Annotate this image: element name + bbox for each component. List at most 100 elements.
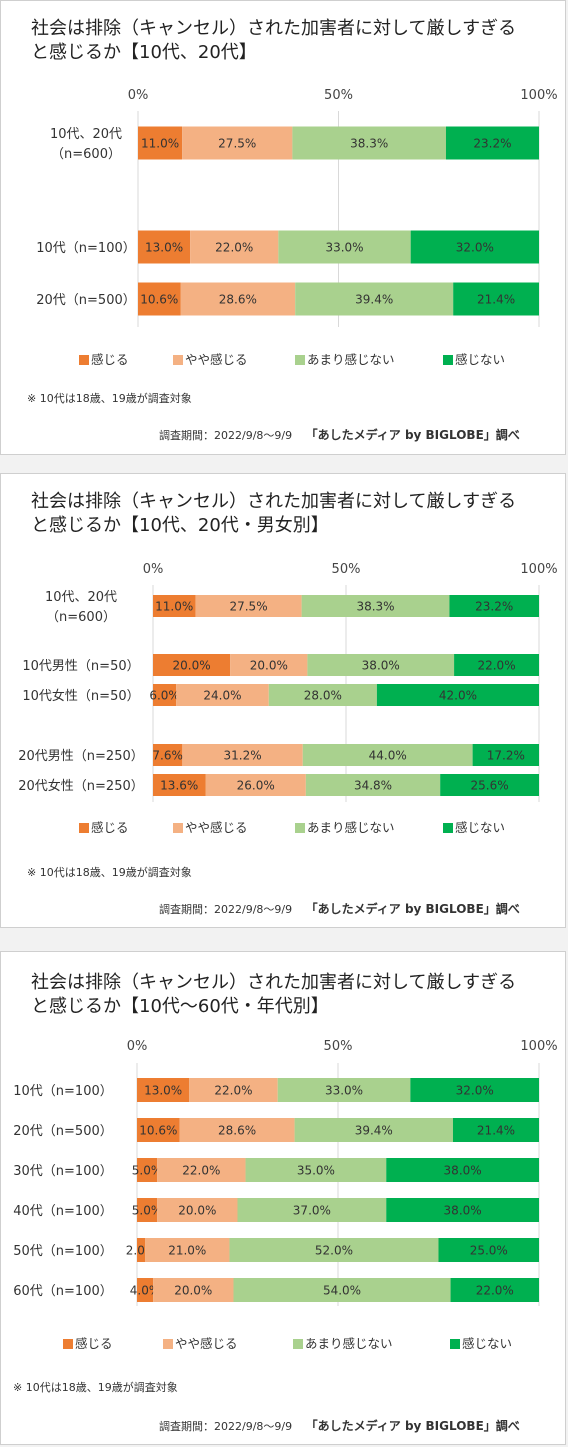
bar-segment (245, 1158, 387, 1182)
bar-segment (449, 595, 539, 617)
bar-segment (138, 126, 183, 160)
bar-segment (180, 282, 296, 316)
data-label: 4.0% (130, 1284, 161, 1298)
data-label: 34.8% (354, 779, 392, 793)
category-label: 10代女性（n=50） (22, 688, 139, 704)
data-label: 44.0% (369, 749, 407, 763)
x-tick-label: 0% (143, 562, 164, 577)
legend-label: やや感じる (175, 1336, 238, 1351)
bar-segment (268, 684, 377, 706)
data-label: 20.0% (174, 1284, 212, 1298)
bar-segment (386, 1158, 539, 1182)
data-label: 17.2% (487, 749, 525, 763)
survey-period: 調査期間：2022/9/8〜9/9 (159, 903, 293, 916)
chart-title-line2: と感じるか【10代、20代】 (31, 42, 257, 63)
legend-swatch (450, 1339, 460, 1349)
x-tick-label: 100% (520, 1039, 557, 1054)
bar-segment (137, 1158, 158, 1182)
chart-legend: 感じる やや感じる あまり感じない 感じない (1, 817, 567, 836)
legend-label: 感じない (455, 820, 506, 835)
survey-credit: 調査期間：2022/9/8〜9/9 「あしたメディア by BIGLOBE」調べ (159, 900, 520, 917)
bar-segment (153, 595, 196, 617)
legend-label: あまり感じない (307, 352, 395, 367)
survey-source: 「あしたメディア by BIGLOBE」調べ (305, 428, 520, 442)
bar-segment (410, 230, 539, 264)
data-label: 20.0% (178, 1204, 216, 1218)
bar-segment (182, 126, 293, 160)
legend-label: 感じない (462, 1336, 513, 1351)
legend-label: 感じる (75, 1336, 113, 1351)
bar-segment (137, 1118, 180, 1142)
category-label: 40代（n=100） (13, 1204, 113, 1219)
data-label: 23.2% (473, 137, 511, 151)
data-label: 27.5% (218, 137, 256, 151)
category-label: 20代（n=500） (13, 1124, 113, 1139)
legend-item: 感じない (443, 817, 505, 836)
data-label: 37.0% (293, 1204, 331, 1218)
legend-swatch (63, 1339, 73, 1349)
bar-segment (301, 595, 450, 617)
bar-segment (145, 1238, 230, 1262)
chart-title-line1: 社会は排除（キャンセル）された加害者に対して厳しすぎる (31, 972, 517, 993)
category-label: 30代（n=100） (13, 1164, 113, 1179)
data-label: 22.0% (477, 659, 515, 673)
legend-swatch (79, 823, 89, 833)
x-tick-label: 0% (127, 1039, 148, 1054)
data-label: 54.0% (323, 1284, 361, 1298)
legend-item: 感じる (63, 1333, 113, 1352)
bar-segment (237, 1198, 387, 1222)
bar-segment (189, 1078, 278, 1102)
legend-swatch (79, 355, 89, 365)
bar-segment (438, 1238, 539, 1262)
bar-segment (305, 774, 441, 796)
legend-item: やや感じる (163, 1333, 238, 1352)
chart-legend: 感じる やや感じる あまり感じない 感じない (1, 1333, 567, 1352)
data-label: 38.3% (350, 137, 388, 151)
category-label: 10代男性（n=50） (22, 659, 139, 674)
legend-item: あまり感じない (295, 817, 395, 836)
category-label: （n=600） (51, 147, 121, 162)
data-label: 22.0% (476, 1284, 514, 1298)
data-label: 13.6% (160, 779, 198, 793)
category-label: 10代（n=100） (13, 1084, 113, 1099)
data-label: 21.4% (477, 1124, 515, 1138)
category-label: 60代（n=100） (13, 1284, 113, 1299)
bar-segment (295, 282, 454, 316)
data-label: 38.0% (444, 1204, 482, 1218)
data-label: 25.6% (471, 779, 509, 793)
stacked-bar-chart: 0% 50% 100% 10代、20代 （n=600） 11.0% 27.5% 38.3% 23… (36, 88, 558, 327)
legend-swatch (295, 355, 305, 365)
data-label: 27.5% (229, 600, 267, 614)
data-label: 22.0% (214, 1084, 252, 1098)
survey-source: 「あしたメディア by BIGLOBE」調べ (305, 902, 520, 916)
bar-segment (307, 654, 455, 676)
data-label: 5.0% (132, 1204, 163, 1218)
chart-title: 社会は排除（キャンセル）された加害者に対して厳しすぎる と感じるか【10代、20… (31, 490, 516, 538)
legend-item: あまり感じない (295, 349, 395, 368)
data-label: 20.0% (173, 659, 211, 673)
x-tick-label: 50% (324, 1039, 353, 1054)
data-label: 5.0% (132, 1164, 163, 1178)
data-label: 42.0% (439, 689, 477, 703)
chart-title-line1: 社会は排除（キャンセル）された加害者に対して厳しすぎる (31, 491, 517, 512)
bar-segment (138, 230, 191, 264)
x-tick-label: 100% (520, 562, 557, 577)
bar-segment (452, 1118, 539, 1142)
bar-segment (450, 1278, 539, 1302)
legend-item: 感じる (79, 817, 129, 836)
data-label: 52.0% (315, 1244, 353, 1258)
bar-segment (233, 1278, 451, 1302)
bar-segment (386, 1198, 539, 1222)
data-label: 33.0% (325, 1084, 363, 1098)
stacked-bar-chart: 0% 50% 100% 10代、20代 （n=600） 11.0% 27.5% 38.3% 23… (18, 562, 558, 802)
data-label: 31.2% (223, 749, 261, 763)
bar-segment (294, 1118, 453, 1142)
chart-title-line2: と感じるか【10代〜60代・年代別】 (31, 996, 329, 1017)
data-label: 24.0% (203, 689, 241, 703)
data-label: 11.0% (141, 137, 179, 151)
data-label: 32.0% (456, 241, 494, 255)
data-label: 11.0% (155, 600, 193, 614)
data-label: 35.0% (297, 1164, 335, 1178)
data-label: 25.0% (470, 1244, 508, 1258)
bar-segment (454, 654, 539, 676)
